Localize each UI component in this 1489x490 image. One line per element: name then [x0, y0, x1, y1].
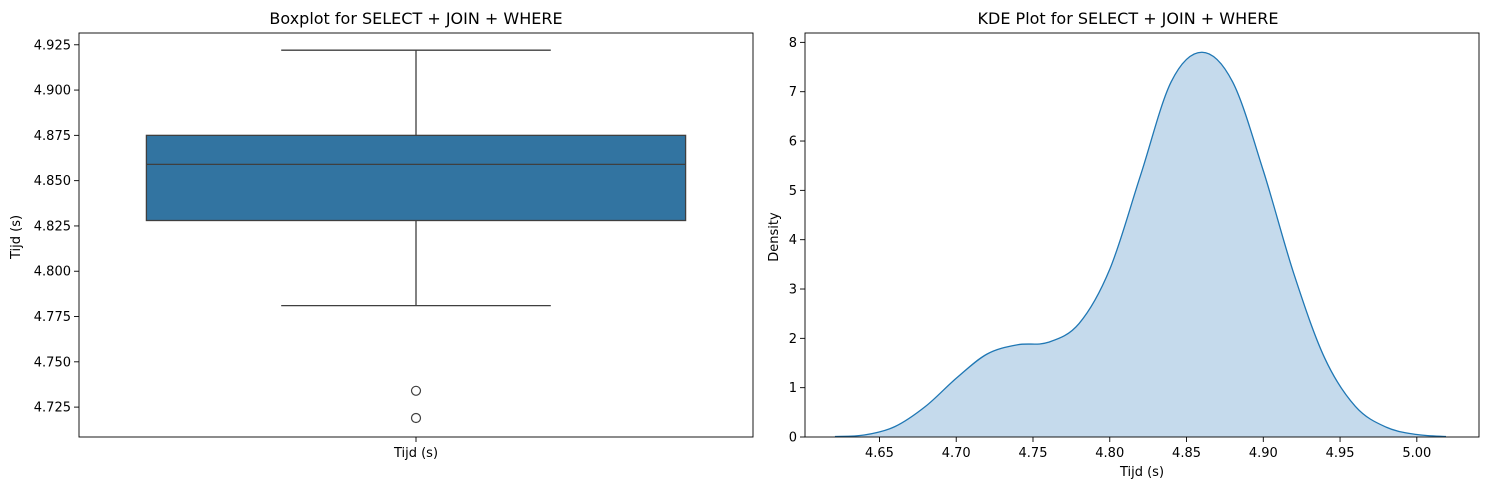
kde-y-ticks: 0 1 2 3 4 5 6 7 8: [789, 36, 805, 446]
kde-area-fill: [834, 52, 1446, 437]
kde-x-tick-label: 4.85: [1172, 446, 1201, 461]
boxplot-y-tick-label: 4.825: [34, 219, 71, 234]
boxplot-title: Boxplot for SELECT + JOIN + WHERE: [269, 9, 562, 28]
kde-x-tick-label: 4.75: [1019, 446, 1048, 461]
boxplot-x-ticks: Tijd (s): [393, 437, 438, 461]
kde-x-axis-label: Tijd (s): [1119, 465, 1164, 480]
kde-y-axis-label: Density: [767, 212, 782, 262]
boxplot-y-tick-label: 4.750: [34, 355, 71, 370]
kde-y-tick-label: 0: [789, 431, 797, 446]
kde-y-tick-label: 5: [789, 184, 797, 199]
boxplot-marks: [145, 49, 687, 424]
outlier-point: [410, 412, 422, 424]
boxplot-y-tick-label: 4.800: [34, 265, 71, 280]
boxplot-axes-frame: [78, 32, 754, 438]
outlier-point: [410, 385, 422, 396]
kde-x-tick-label: 4.70: [942, 446, 971, 461]
interquartile-box: [145, 134, 687, 222]
kde-axes-frame: [804, 32, 1480, 438]
kde-y-tick-label: 4: [789, 233, 797, 248]
kde-title: KDE Plot for SELECT + JOIN + WHERE: [978, 9, 1279, 28]
kde-x-tick-label: 5.00: [1402, 446, 1431, 461]
boxplot-y-tick-label: 4.925: [34, 38, 71, 53]
boxplot-y-tick-label: 4.775: [34, 310, 71, 325]
boxplot-x-tick-label: Tijd (s): [393, 446, 438, 461]
kde-y-tick-label: 1: [789, 381, 797, 396]
kde-x-tick-label: 4.90: [1249, 446, 1278, 461]
kde-marks: [834, 51, 1447, 438]
boxplot-y-tick-label: 4.875: [34, 129, 71, 144]
kde-y-tick-label: 3: [789, 283, 797, 298]
boxplot-y-tick-label: 4.900: [34, 84, 71, 99]
kde-x-ticks: 4.65 4.70 4.75 4.80 4.85 4.90 4.95 5.00: [865, 437, 1431, 461]
boxplot-panel: Boxplot for SELECT + JOIN + WHERE Tijd (…: [9, 9, 754, 461]
kde-y-tick-label: 6: [789, 135, 797, 150]
kde-panel: KDE Plot for SELECT + JOIN + WHERE Densi…: [767, 9, 1480, 480]
boxplot-y-tick-label: 4.850: [34, 174, 71, 189]
kde-x-tick-label: 4.80: [1095, 446, 1124, 461]
kde-y-tick-label: 8: [789, 36, 797, 51]
kde-y-tick-label: 2: [789, 332, 797, 347]
kde-density-line: [834, 51, 1447, 438]
boxplot-y-ticks: 4.725 4.750 4.775 4.800 4.825 4.850 4.875 4.900…: [34, 38, 79, 416]
boxplot-y-tick-label: 4.725: [34, 401, 71, 416]
kde-x-tick-label: 4.95: [1326, 446, 1355, 461]
kde-y-tick-label: 7: [789, 85, 797, 100]
boxplot-y-axis-label: Tijd (s): [9, 215, 24, 260]
kde-x-tick-label: 4.65: [865, 446, 894, 461]
